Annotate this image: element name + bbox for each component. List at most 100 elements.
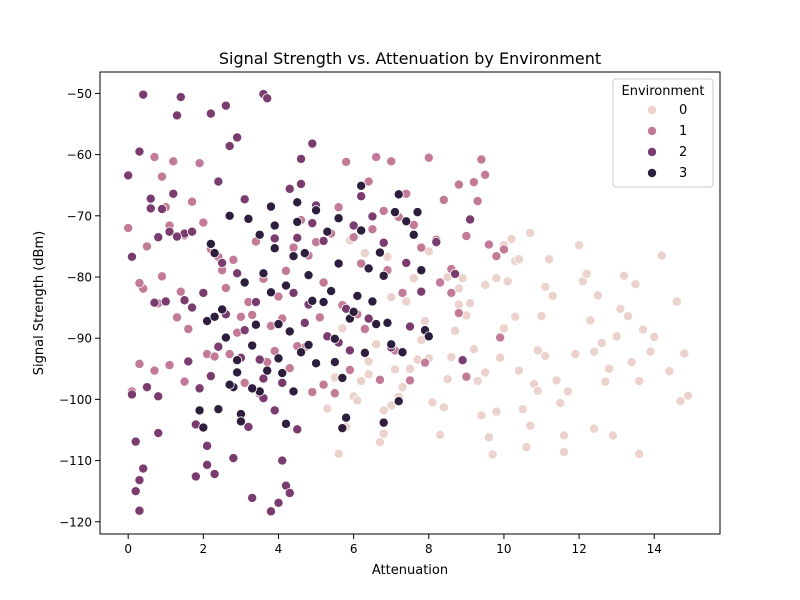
data-point-env-2 <box>265 506 276 517</box>
data-point-env-2 <box>183 356 194 367</box>
data-point-env-0 <box>596 338 607 349</box>
data-point-env-0 <box>525 227 536 238</box>
data-point-env-2 <box>134 146 145 157</box>
data-point-env-2 <box>187 226 198 237</box>
data-point-env-2 <box>247 492 258 503</box>
data-point-env-3 <box>269 220 280 231</box>
data-point-env-0 <box>510 311 521 322</box>
data-point-env-3 <box>269 243 280 254</box>
data-point-env-2 <box>232 268 243 279</box>
data-point-env-2 <box>404 321 415 332</box>
x-tick-label: 0 <box>124 542 132 556</box>
data-point-env-1 <box>209 351 220 362</box>
data-point-env-0 <box>645 346 656 357</box>
data-point-env-3 <box>273 353 284 364</box>
data-point-env-2 <box>213 341 224 352</box>
data-point-env-1 <box>220 283 231 294</box>
data-point-env-2 <box>217 257 228 268</box>
data-point-env-3 <box>382 317 393 328</box>
data-point-env-3 <box>262 365 273 376</box>
x-tick-label: 6 <box>350 542 358 556</box>
data-point-env-0 <box>517 404 528 415</box>
data-point-env-1 <box>273 291 284 302</box>
data-point-env-3 <box>277 368 288 379</box>
data-point-env-1 <box>156 271 167 282</box>
x-axis-label: Attenuation <box>372 563 448 578</box>
data-point-env-2 <box>254 354 265 365</box>
data-point-env-2 <box>126 389 137 400</box>
data-point-env-1 <box>194 158 205 169</box>
data-point-env-1 <box>149 365 160 376</box>
data-point-env-2 <box>134 505 145 516</box>
data-point-env-3 <box>386 339 397 350</box>
data-point-env-2 <box>205 108 216 119</box>
data-point-env-2 <box>149 297 160 308</box>
data-point-env-2 <box>224 141 235 152</box>
data-point-env-2 <box>299 317 310 328</box>
data-point-env-2 <box>145 193 156 204</box>
data-point-env-2 <box>175 92 186 103</box>
data-point-env-3 <box>423 331 434 342</box>
data-point-env-1 <box>491 251 502 262</box>
legend-marker-3 <box>647 167 658 178</box>
data-point-env-2 <box>277 377 288 388</box>
data-point-env-1 <box>224 349 235 360</box>
data-point-env-0 <box>359 248 370 259</box>
data-point-env-0 <box>619 270 630 281</box>
data-point-env-0 <box>378 428 389 439</box>
data-point-env-3 <box>363 263 374 274</box>
data-point-env-2 <box>363 313 374 324</box>
data-point-env-2 <box>220 100 231 111</box>
data-point-env-1 <box>453 308 464 319</box>
data-point-env-2 <box>401 257 412 268</box>
data-point-env-3 <box>333 213 344 224</box>
data-point-env-0 <box>656 250 667 261</box>
data-point-env-1 <box>461 230 472 241</box>
y-tick-label: −60 <box>67 148 92 162</box>
data-point-env-1 <box>183 324 194 335</box>
data-point-env-2 <box>348 220 359 231</box>
data-point-env-2 <box>213 176 224 187</box>
data-point-env-2 <box>307 138 318 149</box>
data-point-env-3 <box>307 295 318 306</box>
data-point-env-3 <box>333 258 344 269</box>
data-point-env-3 <box>224 379 235 390</box>
data-point-env-2 <box>138 89 149 100</box>
chart-title: Signal Strength vs. Attenuation by Envir… <box>219 49 601 68</box>
data-point-env-1 <box>416 242 427 253</box>
data-point-env-0 <box>337 323 348 334</box>
data-point-env-0 <box>322 403 333 414</box>
data-point-env-3 <box>303 339 314 350</box>
data-point-env-2 <box>134 475 145 486</box>
data-point-env-1 <box>468 177 479 188</box>
data-point-env-0 <box>476 410 487 421</box>
data-point-env-3 <box>284 326 295 337</box>
data-point-env-0 <box>637 324 648 335</box>
data-point-env-0 <box>622 311 633 322</box>
data-point-env-0 <box>352 395 363 406</box>
data-point-env-1 <box>359 324 370 335</box>
data-point-env-3 <box>280 418 291 429</box>
data-point-env-0 <box>382 251 393 262</box>
data-point-env-0 <box>457 273 468 284</box>
data-point-env-0 <box>468 344 479 355</box>
data-point-env-3 <box>311 205 322 216</box>
data-point-env-0 <box>465 298 476 309</box>
data-point-env-0 <box>363 356 374 367</box>
data-point-env-0 <box>371 339 382 350</box>
data-point-env-2 <box>172 231 183 242</box>
data-point-env-1 <box>198 217 209 228</box>
y-tick-label: −90 <box>67 332 92 346</box>
data-point-env-1 <box>307 387 318 398</box>
data-point-env-0 <box>574 240 585 251</box>
data-point-env-2 <box>318 235 329 246</box>
data-point-env-1 <box>149 152 160 163</box>
y-tick-label: −120 <box>59 515 92 529</box>
y-tick-label: −70 <box>67 209 92 223</box>
data-point-env-0 <box>525 420 536 431</box>
data-point-env-0 <box>559 430 570 441</box>
legend-label: 3 <box>679 166 687 181</box>
data-point-env-1 <box>472 196 483 207</box>
legend-marker-1 <box>647 126 658 137</box>
data-point-env-3 <box>337 372 348 383</box>
